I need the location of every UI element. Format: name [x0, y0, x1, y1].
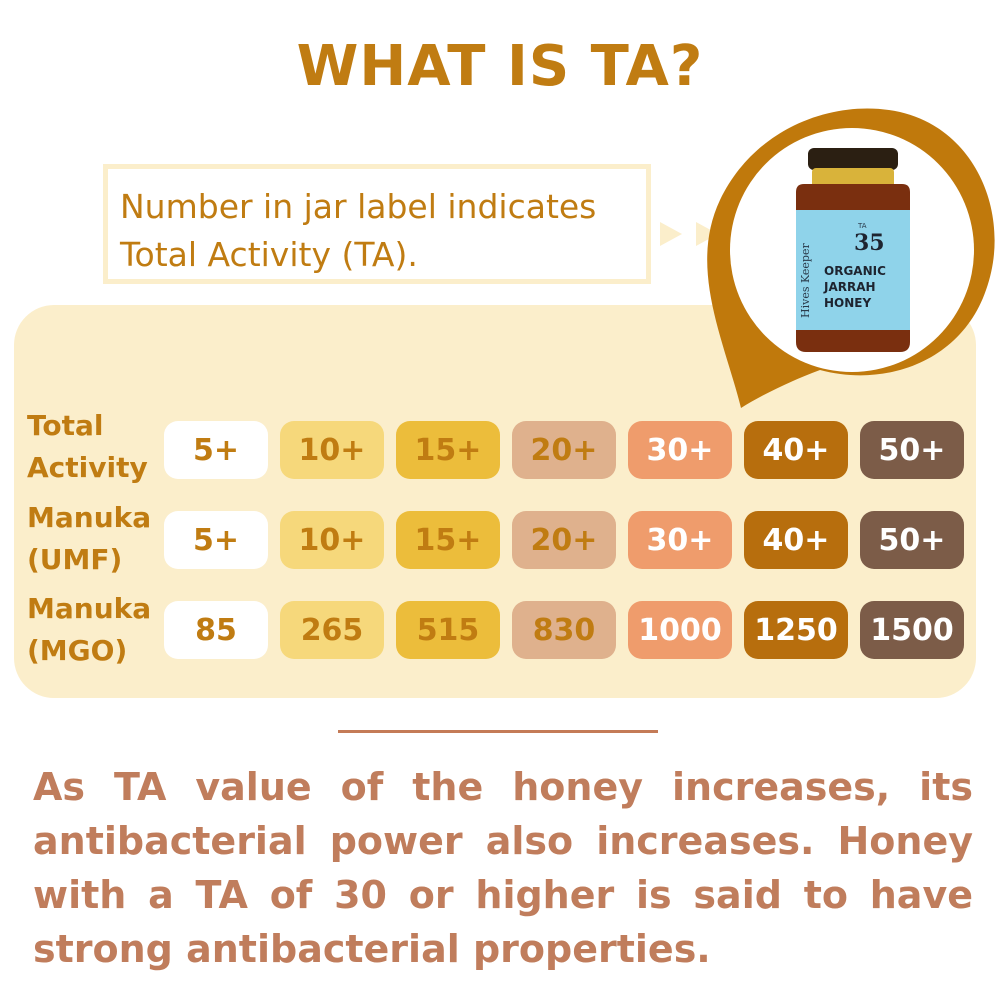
table-cell: 85 [164, 601, 268, 659]
callout-text: Number in jar label indicates Total Acti… [120, 183, 596, 279]
row-label-manuka-umf: Manuka (UMF) [27, 497, 151, 581]
table-cell: 20+ [512, 511, 616, 569]
arrow-icon [768, 222, 790, 246]
table-cell: 515 [396, 601, 500, 659]
table-cell: 30+ [628, 511, 732, 569]
arrow-icon [660, 222, 682, 246]
honey-jar-image: Hives Keeper TA 35 ORGANIC JARRAH HONEY [796, 148, 910, 352]
table-cell: 50+ [860, 511, 964, 569]
table-cell: 5+ [164, 421, 268, 479]
table-cell: 20+ [512, 421, 616, 479]
table-cell: 15+ [396, 511, 500, 569]
arrow-icon [732, 222, 754, 246]
svg-text:Hives Keeper: Hives Keeper [799, 243, 812, 318]
table-cell: 10+ [280, 511, 384, 569]
svg-text:JARRAH: JARRAH [823, 280, 876, 294]
table-cell: 40+ [744, 421, 848, 479]
callout-box: Number in jar label indicates Total Acti… [103, 164, 651, 284]
table-cell: 1250 [744, 601, 848, 659]
callout-line-2: Total Activity (TA). [120, 235, 418, 274]
divider [338, 730, 658, 733]
row-label-total-activity: Total Activity [27, 405, 148, 489]
table-cell: 40+ [744, 511, 848, 569]
svg-text:TA: TA [857, 222, 867, 230]
table-cell: 1500 [860, 601, 964, 659]
callout-line-1: Number in jar label indicates [120, 187, 597, 226]
page-title: WHAT IS TA? [296, 34, 704, 99]
table-cell: 1000 [628, 601, 732, 659]
table-cell: 5+ [164, 511, 268, 569]
table-cell: 50+ [860, 421, 964, 479]
row-label-manuka-mgo: Manuka (MGO) [27, 588, 151, 672]
table-cell: 10+ [280, 421, 384, 479]
table-cell: 265 [280, 601, 384, 659]
table-cell: 15+ [396, 421, 500, 479]
description-text: As TA value of the honey increases, its … [33, 765, 973, 971]
row-label-line: Manuka [27, 592, 152, 625]
row-label-line: Manuka [27, 501, 152, 534]
arrow-icon [696, 222, 718, 246]
row-label-line: (MGO) [27, 634, 128, 667]
table-cell: 830 [512, 601, 616, 659]
row-label-line: Activity [27, 451, 148, 484]
row-label-line: Total [27, 409, 104, 442]
svg-text:ORGANIC: ORGANIC [824, 264, 886, 278]
table-cell: 30+ [628, 421, 732, 479]
row-label-line: (UMF) [27, 543, 123, 576]
svg-text:HONEY: HONEY [824, 296, 871, 310]
svg-text:35: 35 [854, 230, 885, 256]
